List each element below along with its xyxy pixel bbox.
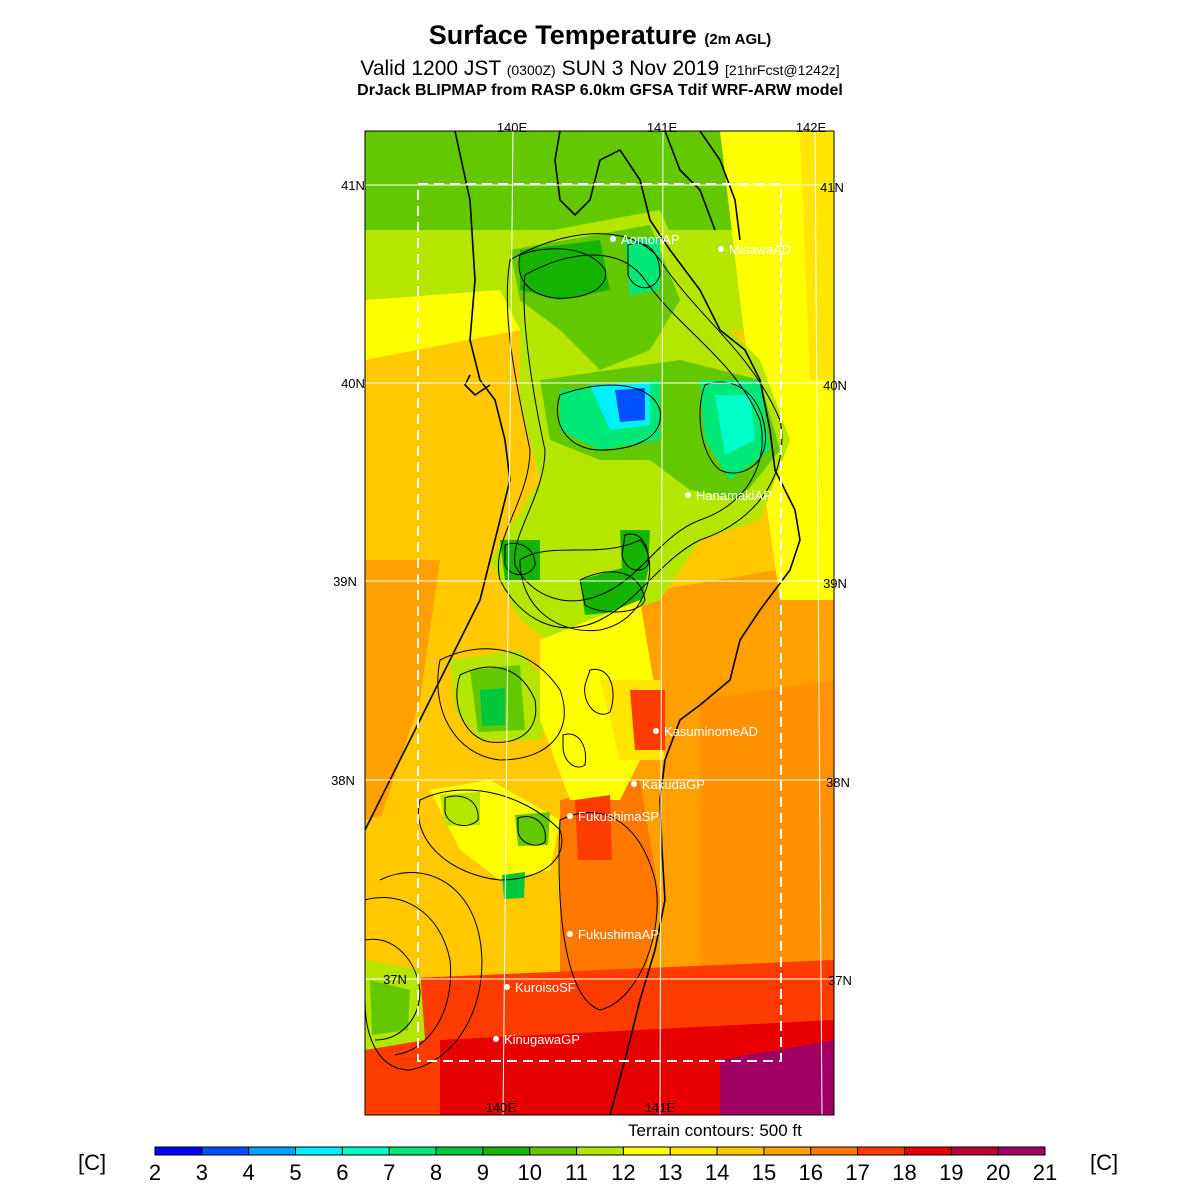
chart-title: Surface Temperature (2m AGL): [428, 20, 772, 50]
station-label-kuroiso-sf: KuroisoSF: [515, 980, 576, 995]
station-label-kasuminome-ad: KasuminomeAD: [664, 724, 758, 739]
colorbar-swatch: [763, 1146, 812, 1156]
colorbar-tick-label: 8: [430, 1160, 442, 1185]
colorbar-tick-label: 5: [289, 1160, 301, 1185]
station-label-kakuda-gp: KakudaGP: [642, 777, 705, 792]
colorbar-tick-label: 20: [986, 1160, 1010, 1185]
station-dot-kakuda-gp: [631, 781, 637, 787]
colorbar-swatch: [903, 1146, 952, 1156]
colorbar-swatch: [529, 1146, 578, 1156]
colorbar-tick-label: 9: [477, 1160, 489, 1185]
terrain-contour-note: Terrain contours: 500 ft: [628, 1121, 802, 1140]
colorbar-swatch: [950, 1146, 999, 1156]
temperature-field: [365, 131, 834, 1115]
lon-label-bottom-140e: 140E: [486, 1100, 517, 1115]
colorbar-swatch: [669, 1146, 718, 1156]
station-dot-misawa-ad: [718, 246, 724, 252]
colorbar-swatch: [388, 1146, 437, 1156]
colorbar-tick-label: 21: [1033, 1160, 1057, 1185]
colorbar-swatch: [810, 1146, 859, 1156]
colorbar-tick-label: 19: [939, 1160, 963, 1185]
lon-label-top-141e: 141E: [647, 120, 678, 135]
valid-time: Valid 1200 JST (0300Z) SUN 3 Nov 2019 [2…: [360, 57, 840, 80]
colorbar-tick-label: 11: [565, 1160, 588, 1185]
model-info: DrJack BLIPMAP from RASP 6.0km GFSA Tdif…: [357, 82, 843, 99]
lat-label-left-37n: 37N: [383, 972, 407, 987]
colorbar-swatch: [341, 1146, 390, 1156]
map-frame: [364, 130, 835, 1116]
colorbar-swatch: [716, 1146, 765, 1156]
colorbar: 2 3 4 5 6 7 8 9 10 11 12 13 14 15 16 17 18 19 20 21: [149, 1146, 1057, 1185]
colorbar-swatch: [857, 1146, 905, 1156]
colorbar-swatch: [201, 1146, 250, 1156]
lat-label-left-41n: 41N: [341, 178, 365, 193]
lon-label-top-140e: 140E: [497, 120, 528, 135]
lat-label-right-37n: 37N: [828, 973, 852, 988]
colorbar-swatch: [248, 1146, 297, 1156]
lat-label-right-38n: 38N: [826, 775, 850, 790]
colorbar-tick-label: 15: [752, 1160, 776, 1185]
station-label-hanamaki-ap: HanamakiAP: [696, 488, 772, 503]
colorbar-swatch: [295, 1146, 343, 1156]
lon-label-top-142e: 142E: [796, 120, 827, 135]
colorbar-swatch: [482, 1146, 531, 1156]
lon-label-bottom-141e: 141E: [645, 1100, 676, 1115]
terrain-contours: [365, 233, 783, 1071]
colorbar-tick-label: 2: [149, 1160, 161, 1185]
colorbar-tick-label: 3: [196, 1160, 208, 1185]
colorbar-tick-label: 7: [383, 1160, 395, 1185]
colorbar-unit-right: [C]: [1090, 1150, 1119, 1175]
colorbar-tick-label: 17: [845, 1160, 869, 1185]
lat-label-left-38n: 38N: [331, 773, 355, 788]
colorbar-swatch: [576, 1146, 624, 1156]
colorbar-swatch: [435, 1146, 484, 1156]
colorbar-unit-left: [C]: [78, 1150, 107, 1175]
colorbar-tick-label: 14: [705, 1160, 729, 1185]
lat-label-right-40n: 40N: [823, 378, 847, 393]
colorbar-tick-label: 18: [892, 1160, 916, 1185]
station-label-misawa-ad: MisawaAD: [729, 242, 791, 257]
colorbar-tick-label: 13: [658, 1160, 682, 1185]
colorbar-tick-label: 12: [611, 1160, 635, 1185]
colorbar-swatch: [154, 1146, 203, 1156]
station-label-fukushima-ap: FukushimaAP: [578, 927, 659, 942]
station-dot-fukushima-ap: [567, 931, 573, 937]
station-dot-aomori-ap: [610, 236, 616, 242]
colorbar-tick-label: 4: [243, 1160, 255, 1185]
station-dot-kuroiso-sf: [504, 984, 510, 990]
station-dot-kasuminome-ad: [653, 728, 659, 734]
lat-label-left-39n: 39N: [333, 574, 357, 589]
station-markers: AomoriAP MisawaAD HanamakiAP KasuminomeA…: [493, 232, 791, 1047]
station-label-aomori-ap: AomoriAP: [621, 232, 680, 247]
colorbar-swatch: [997, 1146, 1046, 1156]
station-label-fukushima-sp: FukushimaSP: [578, 809, 659, 824]
colorbar-tick-label: 16: [799, 1160, 823, 1185]
lat-label-right-39n: 39N: [823, 576, 847, 591]
colorbar-tick-label: 10: [517, 1160, 541, 1185]
lat-label-left-40n: 40N: [341, 376, 365, 391]
station-dot-hanamaki-ap: [685, 492, 691, 498]
station-dot-fukushima-sp: [567, 813, 573, 819]
lat-label-right-41n: 41N: [820, 180, 844, 195]
station-label-kinugawa-gp: KinugawaGP: [504, 1032, 580, 1047]
colorbar-tick-label: 6: [336, 1160, 348, 1185]
station-dot-kinugawa-gp: [493, 1036, 499, 1042]
colorbar-swatch: [622, 1146, 671, 1156]
inner-domain-box: [417, 183, 782, 1062]
